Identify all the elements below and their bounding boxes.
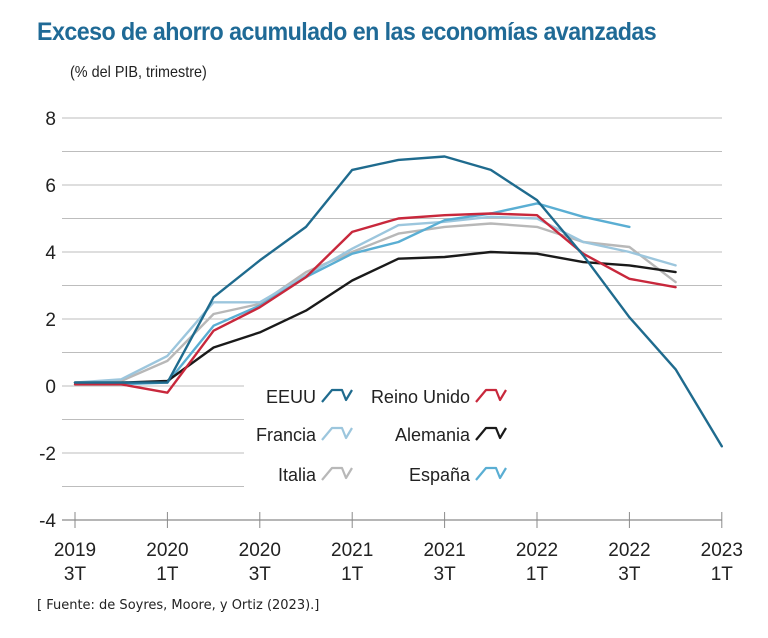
x-tick-quarter: 1T (711, 564, 734, 585)
y-tick-label: -4 (39, 511, 56, 532)
x-tick-quarter: 3T (618, 564, 641, 585)
x-tick-year: 2022 (516, 540, 558, 561)
legend-swatch-icon (475, 388, 507, 403)
legend-swatch-icon (321, 466, 353, 481)
y-tick-label: 2 (45, 310, 56, 331)
x-tick-year: 2020 (146, 540, 188, 561)
legend: EEUU Reino Unido Francia Alemania Italia Espa… (256, 387, 507, 485)
legend-label: Reino Unido (371, 387, 470, 407)
y-tick-label: -2 (39, 444, 56, 465)
legend-swatch-icon (475, 466, 507, 481)
legend-swatch-icon (475, 426, 507, 441)
legend-label: Alemania (395, 425, 471, 445)
legend-label: España (409, 465, 471, 485)
legend-label: Francia (256, 425, 317, 445)
x-tick-year: 2023 (701, 540, 743, 561)
x-tick-year: 2019 (54, 540, 96, 561)
series-line-francia (73, 215, 677, 384)
source-note: [ Fuente: de Soyres, Moore, y Ortiz (202… (37, 598, 320, 613)
y-tick-label: 0 (45, 377, 56, 398)
x-tick-year: 2022 (608, 540, 650, 561)
x-tick-quarter: 3T (64, 564, 87, 585)
legend-label: EEUU (266, 387, 316, 407)
x-tick-year: 2021 (331, 540, 373, 561)
y-tick-label: 6 (45, 176, 56, 197)
legend-swatch-icon (321, 388, 353, 403)
legend-label: Italia (278, 465, 317, 485)
series-line-italia (73, 222, 677, 384)
series-line-reino-unido (73, 212, 677, 394)
x-tick-quarter: 1T (156, 564, 179, 585)
y-tick-label: 4 (45, 243, 56, 264)
series-lines (73, 155, 723, 448)
x-tick-quarter: 3T (249, 564, 272, 585)
x-tick-year: 2021 (423, 540, 465, 561)
x-tick-quarter: 3T (434, 564, 457, 585)
chart-title: Exceso de ahorro acumulado en las econom… (37, 18, 657, 46)
legend-swatch-icon (321, 426, 353, 441)
y-axis-ticks: 8 6 4 2 0 -2 -4 (39, 109, 56, 532)
x-tick-quarter: 1T (341, 564, 364, 585)
gridlines (62, 117, 722, 521)
series-line-eeuu (73, 155, 723, 448)
x-axis: 2019 3T 2020 1T 2020 3T 2021 1T 2021 3T 2022 1T 2022… (54, 512, 743, 585)
y-tick-label: 8 (45, 109, 56, 130)
x-tick-year: 2020 (239, 540, 281, 561)
chart-subtitle: (% del PIB, trimestre) (70, 64, 207, 81)
series-line-alemania (73, 250, 677, 384)
x-tick-quarter: 1T (526, 564, 549, 585)
